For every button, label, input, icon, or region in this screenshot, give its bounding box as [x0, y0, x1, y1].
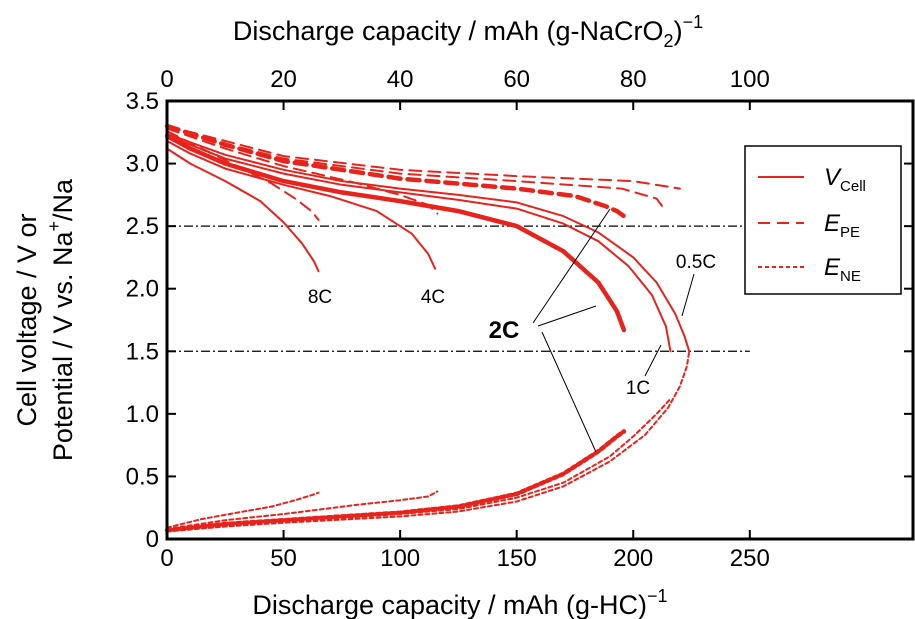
x-tick-label-150: 150 [497, 545, 537, 572]
bottom-axis-title: Discharge capacity / mAh (g-HC)−1 [252, 586, 667, 619]
y-axis-title-line1: Cell voltage / V or [12, 213, 42, 426]
x-tick-label-250: 250 [730, 545, 770, 572]
reference-lines [167, 225, 750, 352]
y-tick-label-0: 0 [146, 526, 159, 553]
legend-ne-sub: NE [840, 268, 861, 285]
series-e-ne-4c [166, 490, 439, 530]
y-axis-title-line2-main: Potential / V vs. Na [48, 230, 78, 461]
leader-2c-pe [532, 208, 611, 324]
series-e-pe-2c [164, 123, 627, 219]
leader-lines [532, 208, 695, 453]
series-v-cell-8c [166, 147, 320, 273]
top-axis-title-main: Discharge capacity / mAh (g-NaCrO [233, 16, 664, 46]
series-v-cell-05c [166, 132, 691, 353]
data-curves [164, 123, 691, 533]
label-1c: 1C [626, 378, 650, 399]
plot-frame [165, 99, 915, 541]
legend-vcell-sub: Cell [840, 178, 866, 195]
leader-1c [644, 344, 662, 377]
series-e-pe-4c [166, 127, 439, 215]
y-tick-label-3.0: 3.0 [126, 151, 159, 178]
series-e-ne-8c [166, 491, 320, 529]
top-axis-title: Discharge capacity / mAh (g-NaCrO2)−1 [233, 12, 703, 51]
top-axis-title-sup: −1 [683, 12, 704, 32]
series-v-cell-4c [166, 140, 437, 270]
leader-2c-vcell [537, 305, 597, 327]
y-tick-label-2.0: 2.0 [126, 276, 159, 303]
y-tick-label-3.5: 3.5 [126, 88, 159, 115]
label-2c: 2C [489, 317, 520, 344]
legend: VCell EPE ENE [744, 145, 902, 295]
top-x-tick-label-60: 60 [503, 66, 530, 93]
series-v-cell-1c [166, 133, 672, 353]
x-tick-label-50: 50 [270, 545, 297, 572]
y-tick-label-0.5: 0.5 [126, 463, 159, 490]
top-axis-title-sub: 2 [664, 31, 674, 51]
top-x-tick-label-100: 100 [730, 66, 770, 93]
legend-pe-main: E [824, 210, 841, 237]
legend-label-vcell: VCell [824, 164, 866, 195]
legend-label-ne: ENE [824, 254, 861, 285]
x-tick-label-200: 200 [613, 545, 653, 572]
series-e-pe-1c [166, 125, 667, 213]
series-e-ne-05c [166, 350, 691, 533]
label-05c: 0.5C [676, 252, 716, 273]
top-x-tick-label-20: 20 [270, 66, 297, 93]
x-tick-label-0: 0 [160, 545, 173, 572]
top-x-tick-label-40: 40 [387, 66, 414, 93]
legend-ne-main: E [824, 254, 841, 281]
y-tick-label-1.0: 1.0 [126, 401, 159, 428]
legend-box [744, 145, 902, 295]
label-8c: 8C [308, 287, 332, 308]
top-axis-title-end: ) [674, 16, 683, 46]
series-e-pe-8c [166, 130, 320, 221]
legend-pe-sub: PE [840, 224, 860, 241]
bottom-axis-title-main: Discharge capacity / mAh (g-HC) [252, 590, 647, 619]
y-axis-title-line2-sup: + [44, 221, 64, 232]
y-axis-title-line2-end: /Na [48, 178, 78, 221]
y-tick-label-1.5: 1.5 [126, 338, 159, 365]
legend-vcell-main: V [824, 164, 842, 191]
leader-05c [681, 273, 695, 317]
top-x-tick-label-80: 80 [620, 66, 647, 93]
top-x-tick-label-0: 0 [160, 66, 173, 93]
y-axis-title-line2: Potential / V vs. Na+/Na [44, 178, 78, 461]
label-4c: 4C [421, 287, 445, 308]
legend-label-pe: EPE [824, 210, 860, 241]
leader-2c-ne [541, 331, 597, 453]
series-e-pe-05c [166, 125, 681, 190]
bottom-axis-title-sup: −1 [647, 586, 668, 606]
series-e-ne-2c [164, 429, 627, 533]
x-tick-label-100: 100 [380, 545, 420, 572]
y-tick-label-2.5: 2.5 [126, 213, 159, 240]
